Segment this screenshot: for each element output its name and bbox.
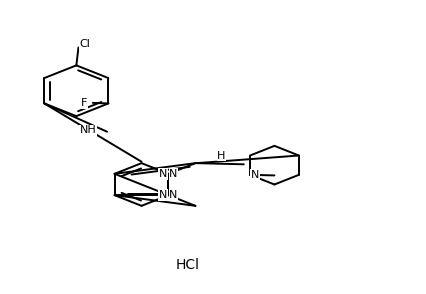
Text: F: F	[81, 98, 88, 108]
Text: N: N	[251, 170, 259, 180]
Text: H: H	[217, 151, 226, 161]
Text: N: N	[169, 190, 178, 200]
Text: NH: NH	[80, 126, 96, 136]
Text: N: N	[159, 190, 167, 200]
Text: N: N	[159, 169, 167, 179]
Text: HCl: HCl	[176, 258, 200, 272]
Text: Cl: Cl	[79, 39, 90, 49]
Text: N: N	[169, 169, 178, 179]
